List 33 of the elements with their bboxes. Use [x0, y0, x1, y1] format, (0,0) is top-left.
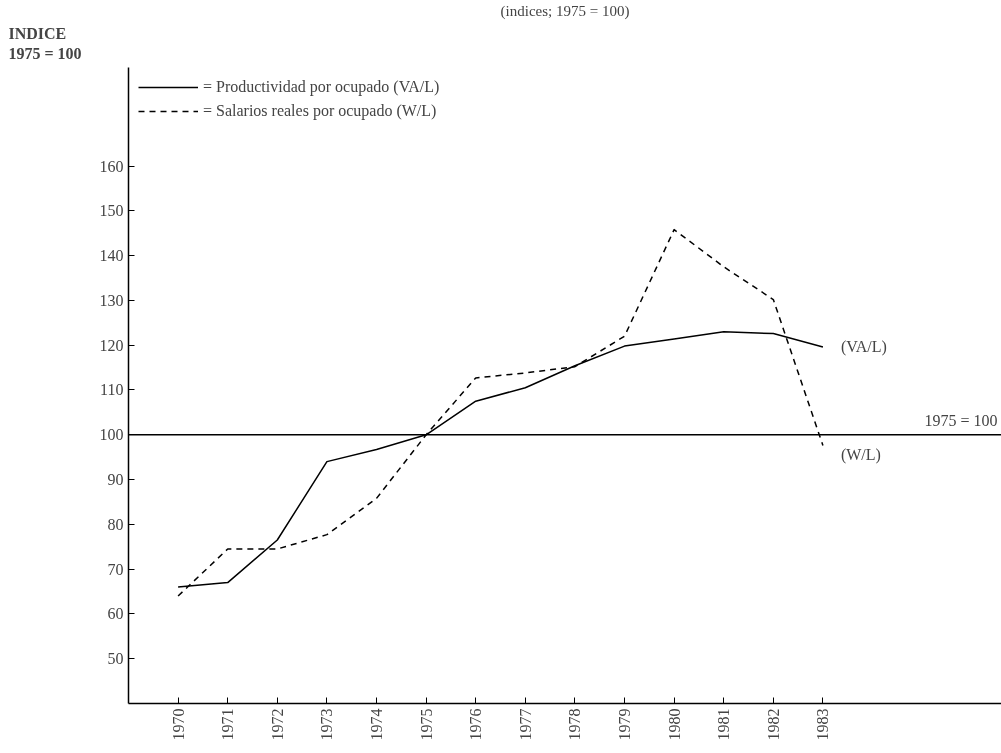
y-tick-label: 90: [107, 471, 124, 489]
y-tick-label: 160: [99, 157, 124, 175]
chart-title: (indices; 1975 = 100): [500, 2, 630, 20]
x-tick-label: 1981: [715, 708, 733, 741]
annotation: (VA/L): [840, 338, 887, 357]
x-tick-label: 1982: [764, 708, 782, 741]
y-tick-label: 150: [99, 202, 124, 220]
legend-label: = Salarios reales por ocupado (W/L): [203, 102, 437, 120]
y-tick-label: 140: [99, 247, 124, 265]
y-tick-label: 60: [107, 605, 124, 623]
annotation: (W/L): [840, 445, 881, 464]
y-tick-label: 130: [99, 291, 124, 309]
x-tick-label: 1983: [814, 708, 832, 741]
x-tick-label: 1974: [368, 708, 386, 741]
legend-label: = Productividad por ocupado (VA/L): [203, 78, 440, 96]
y-tick-label: 120: [99, 336, 124, 354]
y-tick-label: 50: [107, 650, 124, 668]
y-axis-title: INDICE 1975 = 100: [8, 25, 82, 63]
y-tick-label: 110: [100, 381, 124, 399]
x-tick-label: 1980: [665, 708, 683, 741]
x-tick-label: 1977: [516, 708, 534, 741]
y-tick-label: 100: [99, 426, 124, 444]
x-tick-label: 1978: [566, 708, 584, 741]
x-tick-label: 1970: [169, 708, 187, 741]
x-tick-label: 1976: [467, 708, 485, 741]
ref-line-label: 1975 = 100: [924, 411, 998, 429]
x-tick-label: 1971: [219, 708, 237, 741]
x-tick-label: 1972: [268, 708, 286, 741]
x-tick-label: 1979: [616, 708, 634, 741]
x-tick-label: 1975: [417, 708, 435, 741]
x-tick-label: 1973: [318, 708, 336, 741]
y-tick-label: 70: [107, 560, 124, 578]
y-tick-label: 80: [107, 515, 124, 533]
